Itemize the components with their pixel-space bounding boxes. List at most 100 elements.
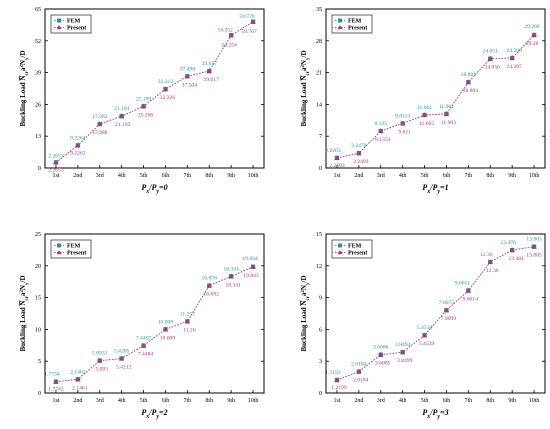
y-axis-label-part: Buckling Load: [300, 306, 308, 352]
y-axis-label-part: y: [25, 57, 30, 60]
x-axis-label-part: P: [422, 408, 427, 417]
data-label-fem: 24.051: [483, 49, 499, 55]
data-label-fem: 11.901: [439, 104, 454, 110]
x-tick-label: 8th: [205, 398, 213, 404]
x-tick-label: 5th: [421, 398, 429, 404]
data-label-present: 29.28: [526, 41, 539, 47]
legend-marker-fem: [57, 243, 61, 248]
x-axis-label: Px/Py=0: [141, 183, 167, 195]
data-point-present: [465, 79, 471, 85]
data-label-fem: 37.498: [180, 66, 196, 72]
data-point-present: [162, 326, 169, 332]
y-axis-label-part: N: [300, 60, 308, 65]
data-label-fem: 9.2264: [70, 135, 86, 141]
y-axis-label-part: N: [300, 76, 308, 81]
data-label-present: 7.4484: [138, 352, 154, 358]
data-label-present: 3.6085: [375, 361, 391, 367]
series-line-present: [55, 21, 254, 163]
x-tick-label: 3rd: [377, 398, 385, 404]
x-tick-label: 7th: [184, 398, 192, 404]
data-label-fem: 59.779: [239, 14, 255, 20]
data-point-present: [487, 259, 493, 264]
x-axis-label-part: y: [436, 189, 440, 195]
data-label-present: 5.093: [95, 367, 108, 373]
data-point-present: [162, 86, 169, 92]
legend-marker-present: [56, 25, 62, 30]
x-tick-label: 3rd: [96, 173, 104, 179]
data-label-present: 19.843: [243, 273, 259, 279]
x-tick-label: 6th: [162, 398, 170, 404]
x-tick-label: 5th: [421, 173, 429, 179]
y-axis-label-part: N: [300, 285, 308, 290]
data-point-present: [509, 55, 515, 61]
data-label-fem: 3.8494: [395, 342, 411, 348]
x-tick-label: 4th: [118, 173, 126, 179]
y-axis-label: Buckling Load Ncra2Ny/D: [300, 51, 311, 127]
data-point-present: [53, 378, 59, 384]
x-axis-label-part: =1: [440, 183, 449, 192]
y-tick-label: 0: [319, 166, 322, 172]
legend-label-present: Present: [67, 251, 86, 257]
data-point-present: [356, 368, 362, 374]
y-tick-label: 3: [319, 359, 322, 365]
data-label-fem: 1.7734: [44, 372, 60, 378]
y-tick-label: 28: [316, 39, 322, 45]
data-label-present: 9.2262: [70, 150, 86, 156]
y-axis-label: Buckling Load Ncra2Ny/D: [19, 276, 30, 352]
x-tick-label: 10th: [248, 173, 259, 179]
data-label-fem: 24.206: [506, 48, 522, 54]
y-tick-label: 39: [35, 71, 41, 77]
data-point-present: [421, 112, 428, 118]
data-point-present: [443, 307, 450, 313]
data-label-present: 17.988: [92, 130, 108, 136]
y-axis-label-part: N: [19, 285, 27, 290]
x-axis-label-part: P: [141, 183, 146, 192]
x-tick-label: 7th: [184, 173, 192, 179]
data-point-present: [531, 32, 537, 37]
data-point-present: [206, 68, 212, 74]
data-label-present: 21.192: [115, 122, 131, 128]
data-label-present: 9.811: [398, 129, 411, 135]
data-point-present: [75, 142, 81, 148]
x-tick-label: 9th: [508, 173, 516, 179]
data-label-fem: 1.2193: [325, 370, 341, 376]
y-axis-label: Buckling Load Ncra2Ny/D: [19, 51, 30, 127]
y-tick-label: 10: [35, 327, 41, 333]
y-axis-label-part: /D: [19, 51, 27, 59]
data-point-present: [443, 111, 450, 116]
data-point-present: [228, 32, 234, 38]
x-tick-label: 5th: [140, 398, 148, 404]
x-tick-label: 4th: [399, 398, 407, 404]
data-label-present: 18.884: [463, 88, 479, 94]
x-axis-label-part: /P: [429, 183, 437, 192]
data-label-present: 37.504: [182, 82, 198, 88]
legend-label-fem: FEM: [67, 19, 81, 25]
data-label-fem: 16.878: [202, 276, 218, 282]
y-axis-label-part: a: [19, 67, 27, 71]
series-line-present: [336, 34, 535, 159]
x-tick-label: 10th: [529, 398, 540, 404]
data-point-present: [378, 128, 384, 134]
data-label-present: 13.481: [508, 256, 524, 262]
data-label-fem: 7.4457: [136, 336, 152, 342]
data-label-fem: 19.844: [242, 256, 258, 262]
plot-frame: [325, 8, 546, 169]
data-point-present: [356, 150, 362, 156]
data-point-present: [465, 287, 471, 293]
y-tick-label: 14: [316, 102, 322, 108]
data-label-present: 10.009: [160, 335, 176, 341]
x-axis-label-part: P: [141, 408, 146, 417]
data-label-fem: 9.8113: [395, 113, 410, 119]
legend-label-present: Present: [67, 26, 86, 32]
x-tick-label: 1st: [52, 398, 59, 404]
y-axis-label-part: 2: [20, 290, 25, 293]
data-label-fem: 2.0184: [351, 362, 367, 368]
data-label-present: 11.665: [419, 121, 434, 127]
data-label-present: 3.2493: [353, 159, 369, 165]
y-tick-label: 0: [38, 166, 41, 172]
x-tick-label: 2nd: [73, 173, 82, 179]
